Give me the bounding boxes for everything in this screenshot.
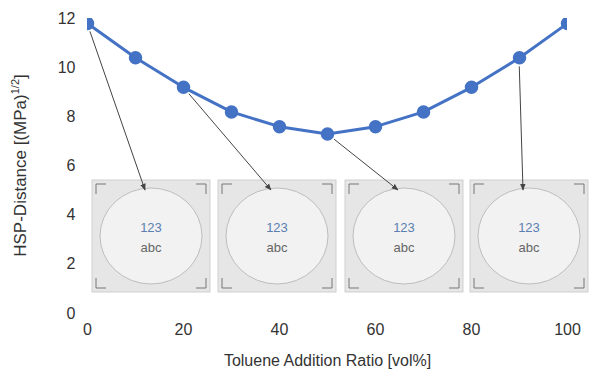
svg-text:0: 0 xyxy=(83,321,92,338)
svg-text:12: 12 xyxy=(58,10,76,27)
svg-text:80: 80 xyxy=(463,321,481,338)
svg-text:abc: abc xyxy=(519,240,540,255)
svg-text:123: 123 xyxy=(140,220,162,235)
svg-text:HSP-Distance [(MPa)1/2]: HSP-Distance [(MPa)1/2] xyxy=(9,74,30,257)
svg-text:2: 2 xyxy=(67,255,76,272)
svg-text:abc: abc xyxy=(141,240,162,255)
svg-text:8: 8 xyxy=(67,108,76,125)
svg-text:abc: abc xyxy=(267,240,288,255)
svg-text:100: 100 xyxy=(554,321,581,338)
svg-text:60: 60 xyxy=(367,321,385,338)
svg-text:40: 40 xyxy=(271,321,289,338)
svg-text:Toluene Addition Ratio [vol%]: Toluene Addition Ratio [vol%] xyxy=(224,352,431,369)
svg-text:4: 4 xyxy=(67,206,76,223)
svg-text:6: 6 xyxy=(67,157,76,174)
svg-text:123: 123 xyxy=(518,220,540,235)
svg-text:20: 20 xyxy=(175,321,193,338)
svg-text:abc: abc xyxy=(394,240,415,255)
svg-text:123: 123 xyxy=(266,220,288,235)
svg-text:123: 123 xyxy=(393,220,415,235)
svg-text:0: 0 xyxy=(67,305,76,322)
svg-text:10: 10 xyxy=(58,59,76,76)
